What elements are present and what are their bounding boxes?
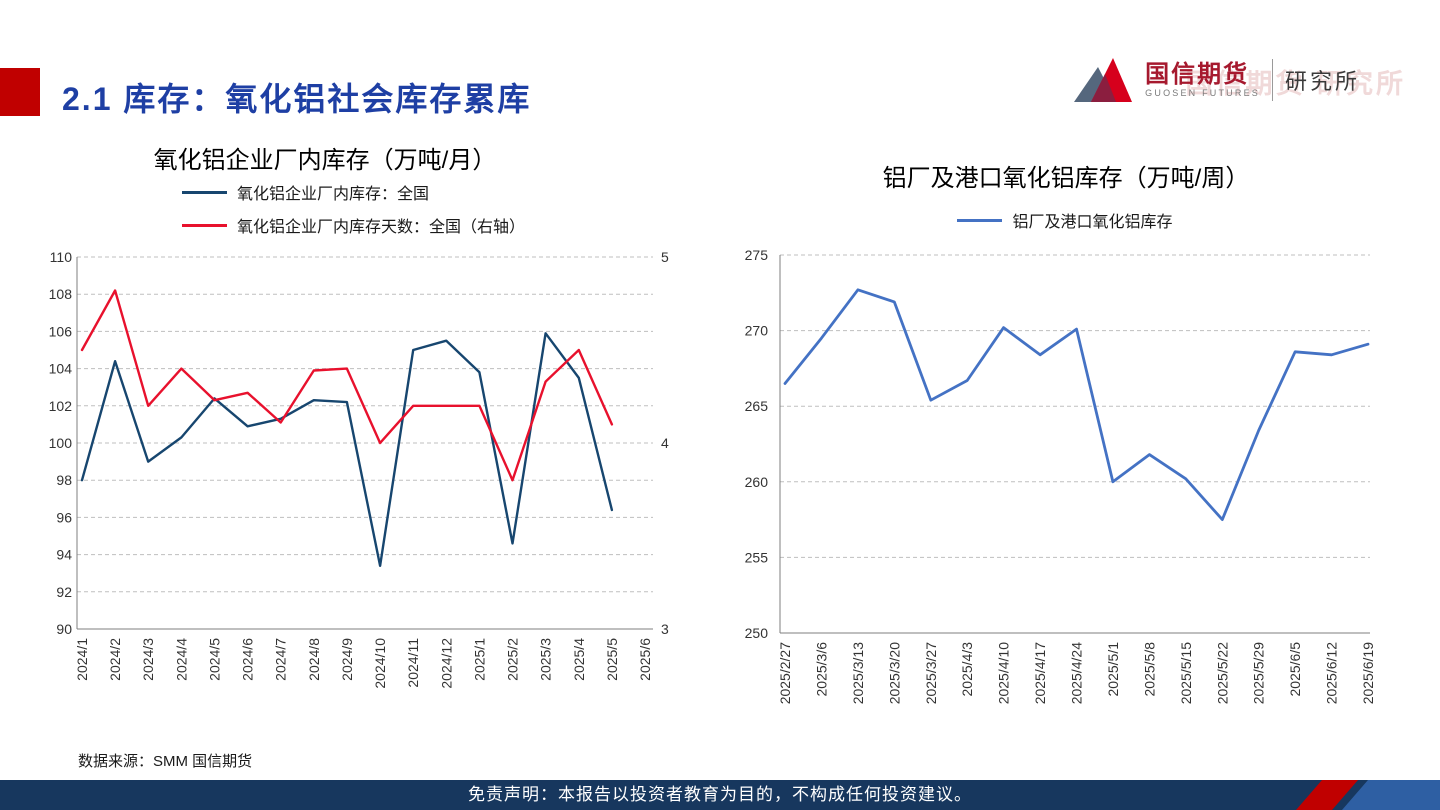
guosen-logo-icon — [1074, 58, 1133, 102]
y-axis-tick-label: 98 — [56, 472, 72, 488]
x-axis-label: 2024/10 — [372, 638, 388, 689]
logo-department: 研究所 — [1284, 69, 1360, 94]
legend-item: 氧化铝企业厂内库存：全国 — [182, 180, 525, 204]
page-title: 2.1 库存：氧化铝社会库存累库 — [62, 81, 532, 117]
x-axis-label: 2025/6/19 — [1360, 642, 1376, 704]
right-axis-tick-label: 4 — [661, 435, 669, 451]
y-axis-tick-label: 96 — [56, 509, 72, 525]
series-line — [783, 288, 1370, 522]
x-axis-label: 2025/3/27 — [923, 642, 939, 704]
series-line — [80, 289, 614, 482]
x-axis-label: 2025/5 — [604, 638, 620, 681]
right-axis-tick-label: 3 — [661, 621, 669, 637]
weekly-inventory-chart: 250 255 260 265 270 275 2025/2/27 2025/3/6 2025/… — [745, 250, 1376, 704]
legend-line-swatch — [182, 223, 227, 227]
right-chart-title: 铝厂及港口氧化铝库存（万吨/周） — [882, 165, 1250, 192]
disclaimer-text: 免责声明：本报告以投资者教育为目的，不构成任何投资建议。 — [468, 785, 972, 804]
x-axis-label: 2024/12 — [438, 638, 454, 689]
y-axis-tick-label: 270 — [745, 323, 769, 339]
legend-item: 铝厂及港口氧化铝库存 — [957, 208, 1173, 232]
footer-decoration — [1296, 780, 1440, 810]
y-axis-tick-label: 104 — [49, 361, 73, 377]
x-axis-label: 2025/3/20 — [886, 642, 902, 704]
x-axis-label: 2025/4/10 — [996, 642, 1012, 704]
right-chart-legend: 铝厂及港口氧化铝库存 — [735, 208, 1395, 232]
x-axis-label: 2025/4/24 — [1069, 642, 1085, 704]
x-axis-label: 2024/9 — [339, 638, 355, 681]
x-axis-label: 2025/2/27 — [777, 642, 793, 704]
x-axis-label: 2025/5/29 — [1251, 642, 1267, 704]
y-axis-tick-label: 255 — [745, 549, 769, 565]
x-axis-label: 2024/5 — [206, 638, 222, 681]
y-axis-tick-label: 260 — [745, 474, 769, 490]
x-axis-label: 2024/1 — [74, 638, 90, 681]
right-axis-tick-label: 5 — [661, 250, 669, 265]
x-axis-label: 2024/2 — [107, 638, 123, 681]
y-axis-tick-label: 265 — [745, 398, 769, 414]
y-axis-tick-label: 108 — [49, 286, 73, 302]
y-axis-tick-label: 102 — [49, 398, 73, 414]
legend-line-swatch — [957, 218, 1003, 222]
x-axis-label: 2025/3 — [538, 638, 554, 681]
x-axis-label: 2025/5/1 — [1105, 642, 1121, 697]
x-axis-label: 2025/1 — [471, 638, 487, 681]
y-axis-tick-label: 90 — [56, 621, 72, 637]
x-axis-label: 2025/5/8 — [1141, 642, 1157, 697]
x-axis-label: 2025/3/6 — [813, 642, 829, 697]
x-axis-label: 2024/3 — [140, 638, 156, 681]
logo-divider — [1271, 59, 1273, 101]
y-axis-tick-label: 275 — [745, 250, 769, 263]
y-axis-tick-label: 110 — [50, 250, 73, 265]
x-axis-label: 2024/11 — [405, 638, 421, 688]
data-source: 数据来源：SMM 国信期货 — [78, 753, 253, 770]
x-axis-label: 2025/5/22 — [1214, 642, 1230, 704]
x-axis-label: 2024/6 — [240, 638, 256, 681]
logo-company-name-en: GUOSEN FUTURES — [1145, 88, 1260, 99]
logo-watermark: 国信期货 研究所 — [1185, 69, 1406, 99]
x-axis-label: 2025/5/15 — [1178, 642, 1194, 704]
legend-line-swatch — [182, 190, 227, 194]
x-axis-label: 2025/4/17 — [1032, 642, 1048, 704]
x-axis-label: 2025/6 — [637, 638, 653, 681]
series-line — [80, 332, 614, 567]
left-chart-title: 氧化铝企业厂内库存（万吨/月） — [153, 147, 497, 174]
left-chart-legend: 氧化铝企业厂内库存：全国氧化铝企业厂内库存天数：全国（右轴） — [182, 180, 525, 237]
company-logo: 国信期货 GUOSEN FUTURES 研究所 — [1070, 55, 1360, 105]
monthly-inventory-chart: 90 92 94 96 98 100 102 104 106 108 110 3 4 5 2024/1 202… — [49, 250, 669, 689]
legend-label: 铝厂及港口氧化铝库存 — [1012, 214, 1173, 231]
y-axis-tick-label: 106 — [49, 323, 73, 339]
y-axis-tick-label: 100 — [49, 435, 73, 451]
logo-text-block: 国信期货 GUOSEN FUTURES — [1145, 60, 1260, 99]
x-axis-label: 2025/2 — [505, 638, 521, 681]
disclaimer-bar: 免责声明：本报告以投资者教育为目的，不构成任何投资建议。 — [0, 780, 1440, 810]
x-axis-label: 2024/4 — [173, 638, 189, 681]
title-accent-block — [0, 68, 40, 116]
y-axis-tick-label: 92 — [56, 584, 72, 600]
x-axis-label: 2025/6/5 — [1287, 642, 1303, 697]
x-axis-label: 2025/4/3 — [959, 642, 975, 697]
logo-company-name: 国信期货 — [1145, 60, 1250, 88]
x-axis-label: 2024/8 — [306, 638, 322, 681]
x-axis-label: 2025/4 — [571, 638, 587, 681]
y-axis-tick-label: 94 — [56, 547, 72, 563]
x-axis-label: 2025/3/13 — [850, 642, 866, 704]
x-axis-label: 2024/7 — [273, 638, 289, 681]
y-axis-tick-label: 250 — [745, 625, 769, 641]
legend-label: 氧化铝企业厂内库存天数：全国（右轴） — [237, 219, 526, 236]
x-axis-label: 2025/6/12 — [1324, 642, 1340, 704]
legend-item: 氧化铝企业厂内库存天数：全国（右轴） — [182, 213, 525, 237]
legend-label: 氧化铝企业厂内库存：全国 — [237, 186, 430, 203]
